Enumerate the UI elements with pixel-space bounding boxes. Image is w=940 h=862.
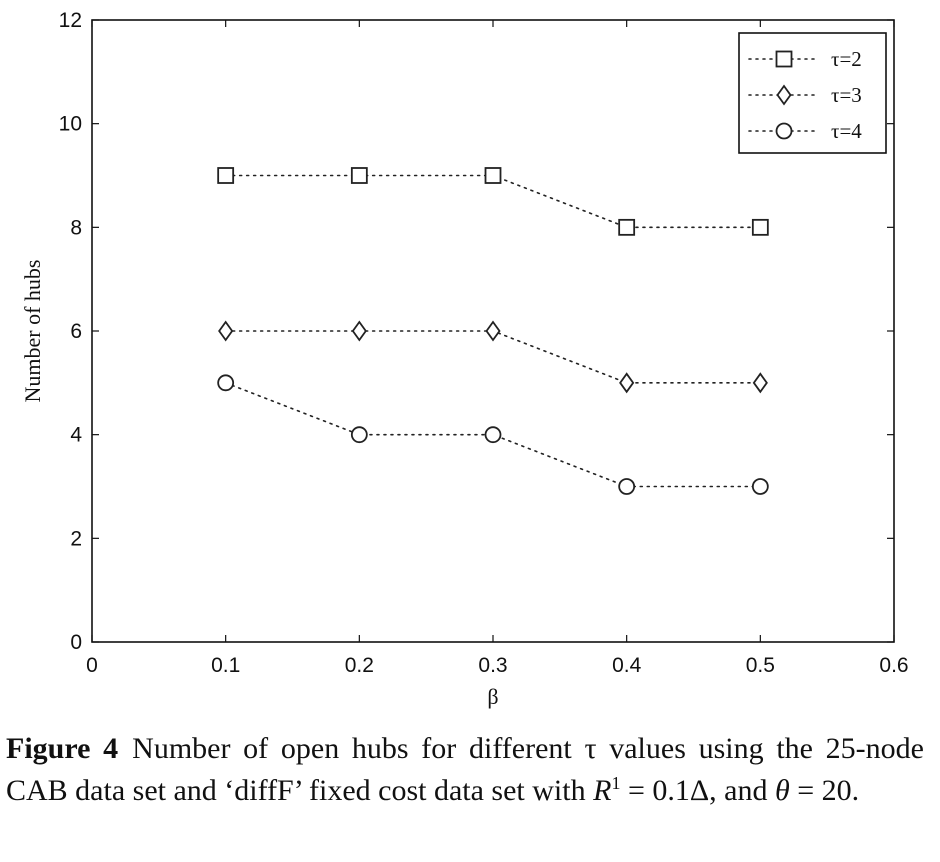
legend-label: τ=4 — [831, 119, 862, 143]
series-2 — [218, 320, 768, 394]
x-tick-label: 0 — [86, 654, 98, 677]
legend: τ=2 τ=3 τ=4 — [738, 32, 887, 154]
legend-label: τ=3 — [831, 83, 862, 107]
data-point — [218, 320, 234, 342]
legend-marker — [775, 50, 793, 68]
figure-caption: Figure 4 Number of open hubs for differen… — [6, 732, 924, 808]
data-point — [350, 426, 368, 444]
line-chart: 0 0.1 0.2 0.3 0.4 0.5 0.6 0 2 4 6 8 10 12 τ=2 τ=3 τ=4 β… — [20, 9, 909, 709]
series-3 — [217, 374, 769, 495]
series-1 — [217, 167, 769, 236]
y-tick-label: 2 — [70, 527, 82, 550]
caption-text: Number of open hubs for different τ valu… — [6, 732, 924, 807]
caption-theta-symbol: θ — [774, 774, 790, 807]
y-tick-label: 12 — [59, 9, 82, 32]
figure-label: Figure 4 — [6, 732, 119, 765]
y-tick-label: 8 — [70, 216, 82, 239]
x-tick-label: 0.4 — [612, 654, 642, 677]
data-point — [619, 372, 635, 394]
series-layer — [217, 167, 769, 495]
legend-item: τ=4 — [748, 119, 862, 143]
data-point — [751, 218, 769, 236]
data-point — [217, 167, 235, 184]
axis-ticks: 0 0.1 0.2 0.3 0.4 0.5 0.6 0 2 4 6 8 10 12 — [59, 9, 909, 677]
y-axis-label: Number of hubs — [20, 260, 45, 403]
y-tick-label: 6 — [70, 320, 82, 343]
x-tick-label: 0.5 — [746, 654, 775, 677]
legend-item: τ=2 — [748, 47, 862, 71]
x-axis-label: β — [487, 684, 498, 709]
caption-text-3: = 20. — [789, 774, 860, 807]
legend-marker — [775, 122, 793, 140]
caption-r-superscript: 1 — [611, 773, 621, 793]
x-tick-label: 0.3 — [478, 654, 507, 677]
data-point — [752, 372, 768, 394]
x-tick-label: 0.6 — [879, 654, 908, 677]
data-point — [485, 320, 501, 342]
legend-item: τ=3 — [748, 83, 862, 107]
x-tick-label: 0.2 — [345, 654, 374, 677]
data-point — [484, 426, 502, 444]
data-point — [217, 374, 235, 392]
caption-r-symbol: R — [593, 774, 612, 807]
legend-marker — [776, 84, 792, 106]
legend-label: τ=2 — [831, 47, 862, 71]
data-point — [484, 167, 502, 184]
x-tick-label: 0.1 — [211, 654, 240, 677]
legend-box — [738, 32, 887, 154]
data-point — [751, 478, 769, 495]
y-tick-label: 10 — [59, 113, 82, 136]
data-point — [350, 167, 368, 184]
caption-text-2: = 0.1Δ, and — [620, 774, 775, 807]
data-point — [618, 478, 636, 495]
y-tick-label: 0 — [70, 631, 82, 654]
data-point — [618, 218, 636, 236]
y-tick-label: 4 — [70, 424, 82, 447]
data-point — [351, 320, 367, 342]
